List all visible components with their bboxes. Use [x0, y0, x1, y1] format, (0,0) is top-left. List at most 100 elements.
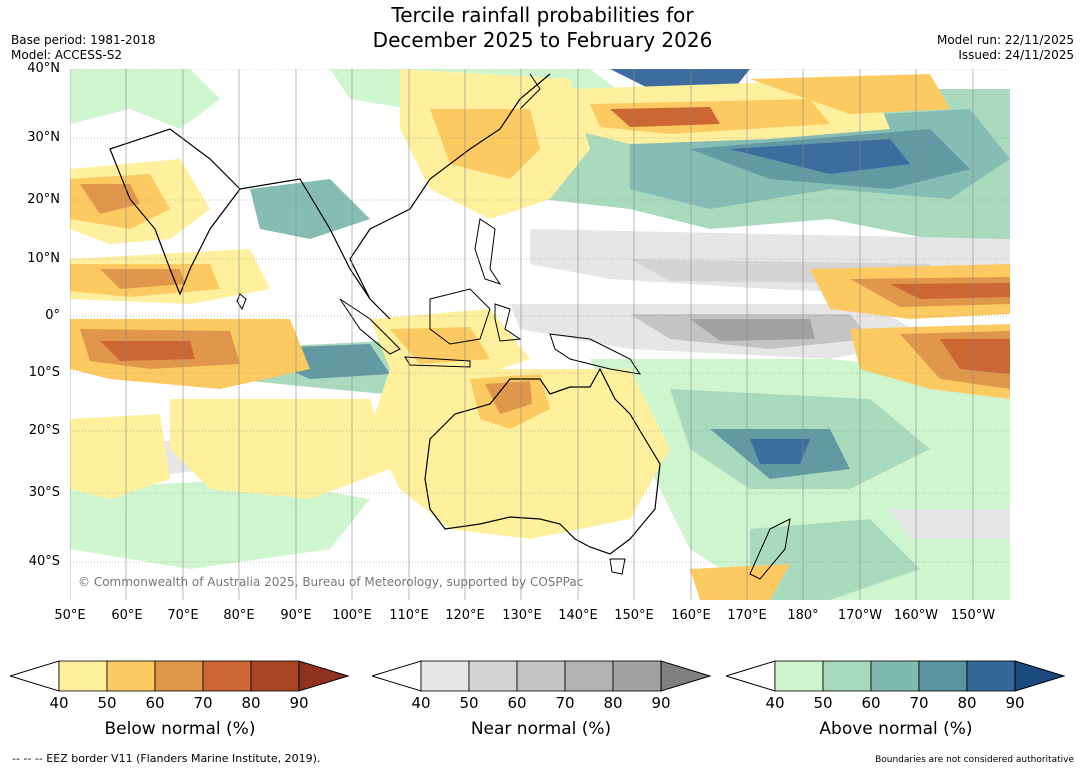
- lat-label-30s: 30°S: [28, 485, 60, 500]
- cbar-near-tick: 80: [603, 694, 623, 712]
- cbar-above-tick: 80: [957, 694, 977, 712]
- lon-label: 60°E: [111, 608, 143, 623]
- lon-label: 120°E: [445, 608, 485, 623]
- philippines-coastline: [474, 218, 502, 285]
- lat-label-40s: 40°S: [28, 554, 60, 569]
- cbar-below-title: Below normal (%): [104, 719, 256, 739]
- chart-title: Tercile rainfall probabilities for Decem…: [0, 3, 1085, 53]
- cbar-swatch: [918, 660, 968, 692]
- cbar-below-tick: 80: [241, 694, 261, 712]
- cbar-near-tick: 70: [555, 694, 575, 712]
- lon-label: 140°E: [558, 608, 598, 623]
- issued-date: Issued: 24/11/2025: [958, 48, 1074, 62]
- cbar-near-start: [372, 660, 422, 692]
- cbar-below-start: [10, 660, 60, 692]
- cbar-above-tick: 50: [813, 694, 833, 712]
- sulawesi-coastline: [494, 303, 522, 342]
- cbar-below-tick: 50: [97, 694, 117, 712]
- model-name: Model: ACCESS-S2: [11, 48, 123, 62]
- japan-coastline: [519, 73, 541, 110]
- lat-label-40n: 40°N: [27, 61, 60, 76]
- lat-label-0: 0°: [45, 308, 60, 323]
- lon-label: 130°E: [502, 608, 542, 623]
- meta-right: Model run: 22/11/2025 Issued: 24/11/2025: [937, 33, 1074, 63]
- meridians: [70, 69, 974, 600]
- cbar-swatch: [870, 660, 920, 692]
- asia-coastline: [239, 73, 551, 320]
- cbar-swatch: [106, 660, 156, 692]
- java-coastline: [404, 356, 471, 368]
- cbar-below-tick: 90: [289, 694, 309, 712]
- lon-label: 180°: [787, 608, 819, 623]
- cbar-swatch: [516, 660, 566, 692]
- cbar-below-tick: 40: [49, 694, 69, 712]
- cbar-swatch: [154, 660, 204, 692]
- lon-label: 50°E: [54, 608, 86, 623]
- copyright-notice: © Commonwealth of Australia 2025, Bureau…: [78, 575, 584, 589]
- lat-label-20s: 20°S: [28, 423, 60, 438]
- borneo-coastline: [429, 288, 491, 345]
- cbar-above-title: Above normal (%): [819, 719, 973, 739]
- cbar-above-tick: 70: [909, 694, 929, 712]
- boundaries-disclaimer: Boundaries are not considered authoritat…: [875, 755, 1074, 765]
- lon-label: 100°E: [332, 608, 372, 623]
- cbar-swatch: [202, 660, 252, 692]
- cbar-swatch: [822, 660, 872, 692]
- eez-border-note: -- -- -- EEZ border V11 (Flanders Marine…: [12, 752, 321, 765]
- probability-map: [70, 69, 1010, 600]
- cbar-near-tick: 50: [459, 694, 479, 712]
- graticule: [70, 69, 1010, 563]
- lon-label: 160°E: [671, 608, 711, 623]
- cbar-above-start: [726, 660, 776, 692]
- map-svg: [70, 69, 1010, 600]
- lon-label: 170°W: [837, 608, 883, 623]
- cbar-swatch: [250, 660, 300, 692]
- cbar-above-swatches: [774, 660, 1016, 692]
- cbar-below-tick: 70: [193, 694, 213, 712]
- australia-coastline: [424, 367, 661, 555]
- lon-label: 80°E: [223, 608, 255, 623]
- title-line-2: December 2025 to February 2026: [372, 28, 713, 52]
- india-coastline: [109, 128, 241, 296]
- model-run: Model run: 22/11/2025: [936, 33, 1074, 47]
- cbar-swatch: [774, 660, 824, 692]
- cbar-above-tick: 60: [861, 694, 881, 712]
- cbar-swatch: [58, 660, 108, 692]
- cbar-near-extend: [660, 660, 712, 692]
- cbar-above-extend: [1014, 660, 1066, 692]
- cbar-near-tick: 40: [411, 694, 431, 712]
- lat-label-10n: 10°N: [27, 251, 60, 266]
- cbar-swatch: [612, 660, 662, 692]
- cbar-below-tick: 60: [145, 694, 165, 712]
- colorbar-below-normal: [10, 660, 350, 692]
- meta-left: Base period: 1981-2018 Model: ACCESS-S2: [11, 33, 156, 63]
- cbar-near-title: Near normal (%): [470, 719, 612, 739]
- base-period: Base period: 1981-2018: [11, 33, 156, 47]
- lat-label-10s: 10°S: [28, 365, 60, 380]
- cbar-below-extend: [298, 660, 350, 692]
- lon-label: 150°W: [950, 608, 996, 623]
- cbar-below-swatches: [58, 660, 300, 692]
- lon-label: 170°E: [727, 608, 767, 623]
- lat-label-20n: 20°N: [27, 192, 60, 207]
- cbar-above-tick: 40: [765, 694, 785, 712]
- lon-label: 70°E: [167, 608, 199, 623]
- colorbar-near-normal: [372, 660, 712, 692]
- cbar-swatch: [420, 660, 470, 692]
- title-line-1: Tercile rainfall probabilities for: [391, 3, 694, 27]
- cbar-above-tick: 90: [1005, 694, 1025, 712]
- tasmania-coastline: [609, 558, 626, 575]
- new-zealand-coastline: [749, 518, 791, 580]
- lat-label-30n: 30°N: [27, 130, 60, 145]
- lon-label: 110°E: [389, 608, 429, 623]
- cbar-near-swatches: [420, 660, 662, 692]
- lon-label: 150°E: [614, 608, 654, 623]
- lon-label: 160°W: [893, 608, 939, 623]
- lon-label: 90°E: [280, 608, 312, 623]
- cbar-swatch: [468, 660, 518, 692]
- sumatra-coastline: [339, 298, 401, 355]
- colorbar-above-normal: [726, 660, 1066, 692]
- new-guinea-coastline: [549, 333, 642, 375]
- cbar-swatch: [564, 660, 614, 692]
- cbar-near-tick: 90: [651, 694, 671, 712]
